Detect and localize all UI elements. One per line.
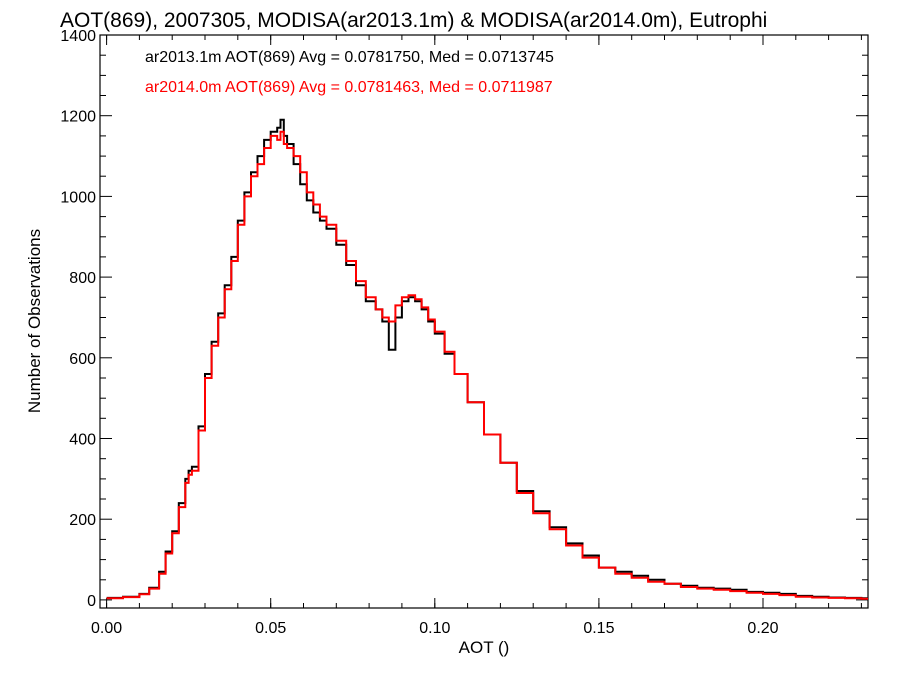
y-tick-label: 400 — [69, 432, 96, 449]
axis-ticks: 0.00 0.05 0.10 0.15 0.20 0 200 400 600 800 1000 120… — [60, 28, 868, 637]
y-tick-label: 0 — [87, 593, 96, 610]
x-axis-label: AOT () — [459, 638, 510, 657]
x-tick-label: 0.05 — [255, 620, 286, 637]
legend: ar2013.1m AOT(869) Avg = 0.0781750, Med … — [145, 49, 554, 96]
y-tick-label: 1000 — [60, 189, 96, 206]
chart-title: AOT(869), 2007305, MODISA(ar2013.1m) & M… — [60, 9, 767, 32]
plot-area: 0.00 0.05 0.10 0.15 0.20 0 200 400 600 800 1000 120… — [60, 28, 869, 637]
y-tick-label: 1200 — [60, 109, 96, 126]
legend-entry-ar2013: ar2013.1m AOT(869) Avg = 0.0781750, Med … — [145, 49, 554, 66]
series-layer — [106, 118, 868, 600]
y-tick-label: 600 — [69, 351, 96, 368]
x-tick-label: 0.00 — [91, 620, 122, 637]
series-line-ar2014 — [106, 130, 868, 600]
y-tick-label: 800 — [69, 270, 96, 287]
x-tick-label: 0.15 — [583, 620, 614, 637]
x-tick-label: 0.10 — [419, 620, 450, 637]
plot-frame — [99, 34, 869, 609]
y-axis-label: Number of Observations — [25, 229, 44, 413]
legend-entry-ar2014: ar2014.0m AOT(869) Avg = 0.0781463, Med … — [145, 79, 553, 96]
y-tick-label: 200 — [69, 512, 96, 529]
y-tick-label: 1400 — [60, 28, 96, 45]
series-line-ar2013 — [106, 118, 868, 600]
x-tick-label: 0.20 — [747, 620, 778, 637]
